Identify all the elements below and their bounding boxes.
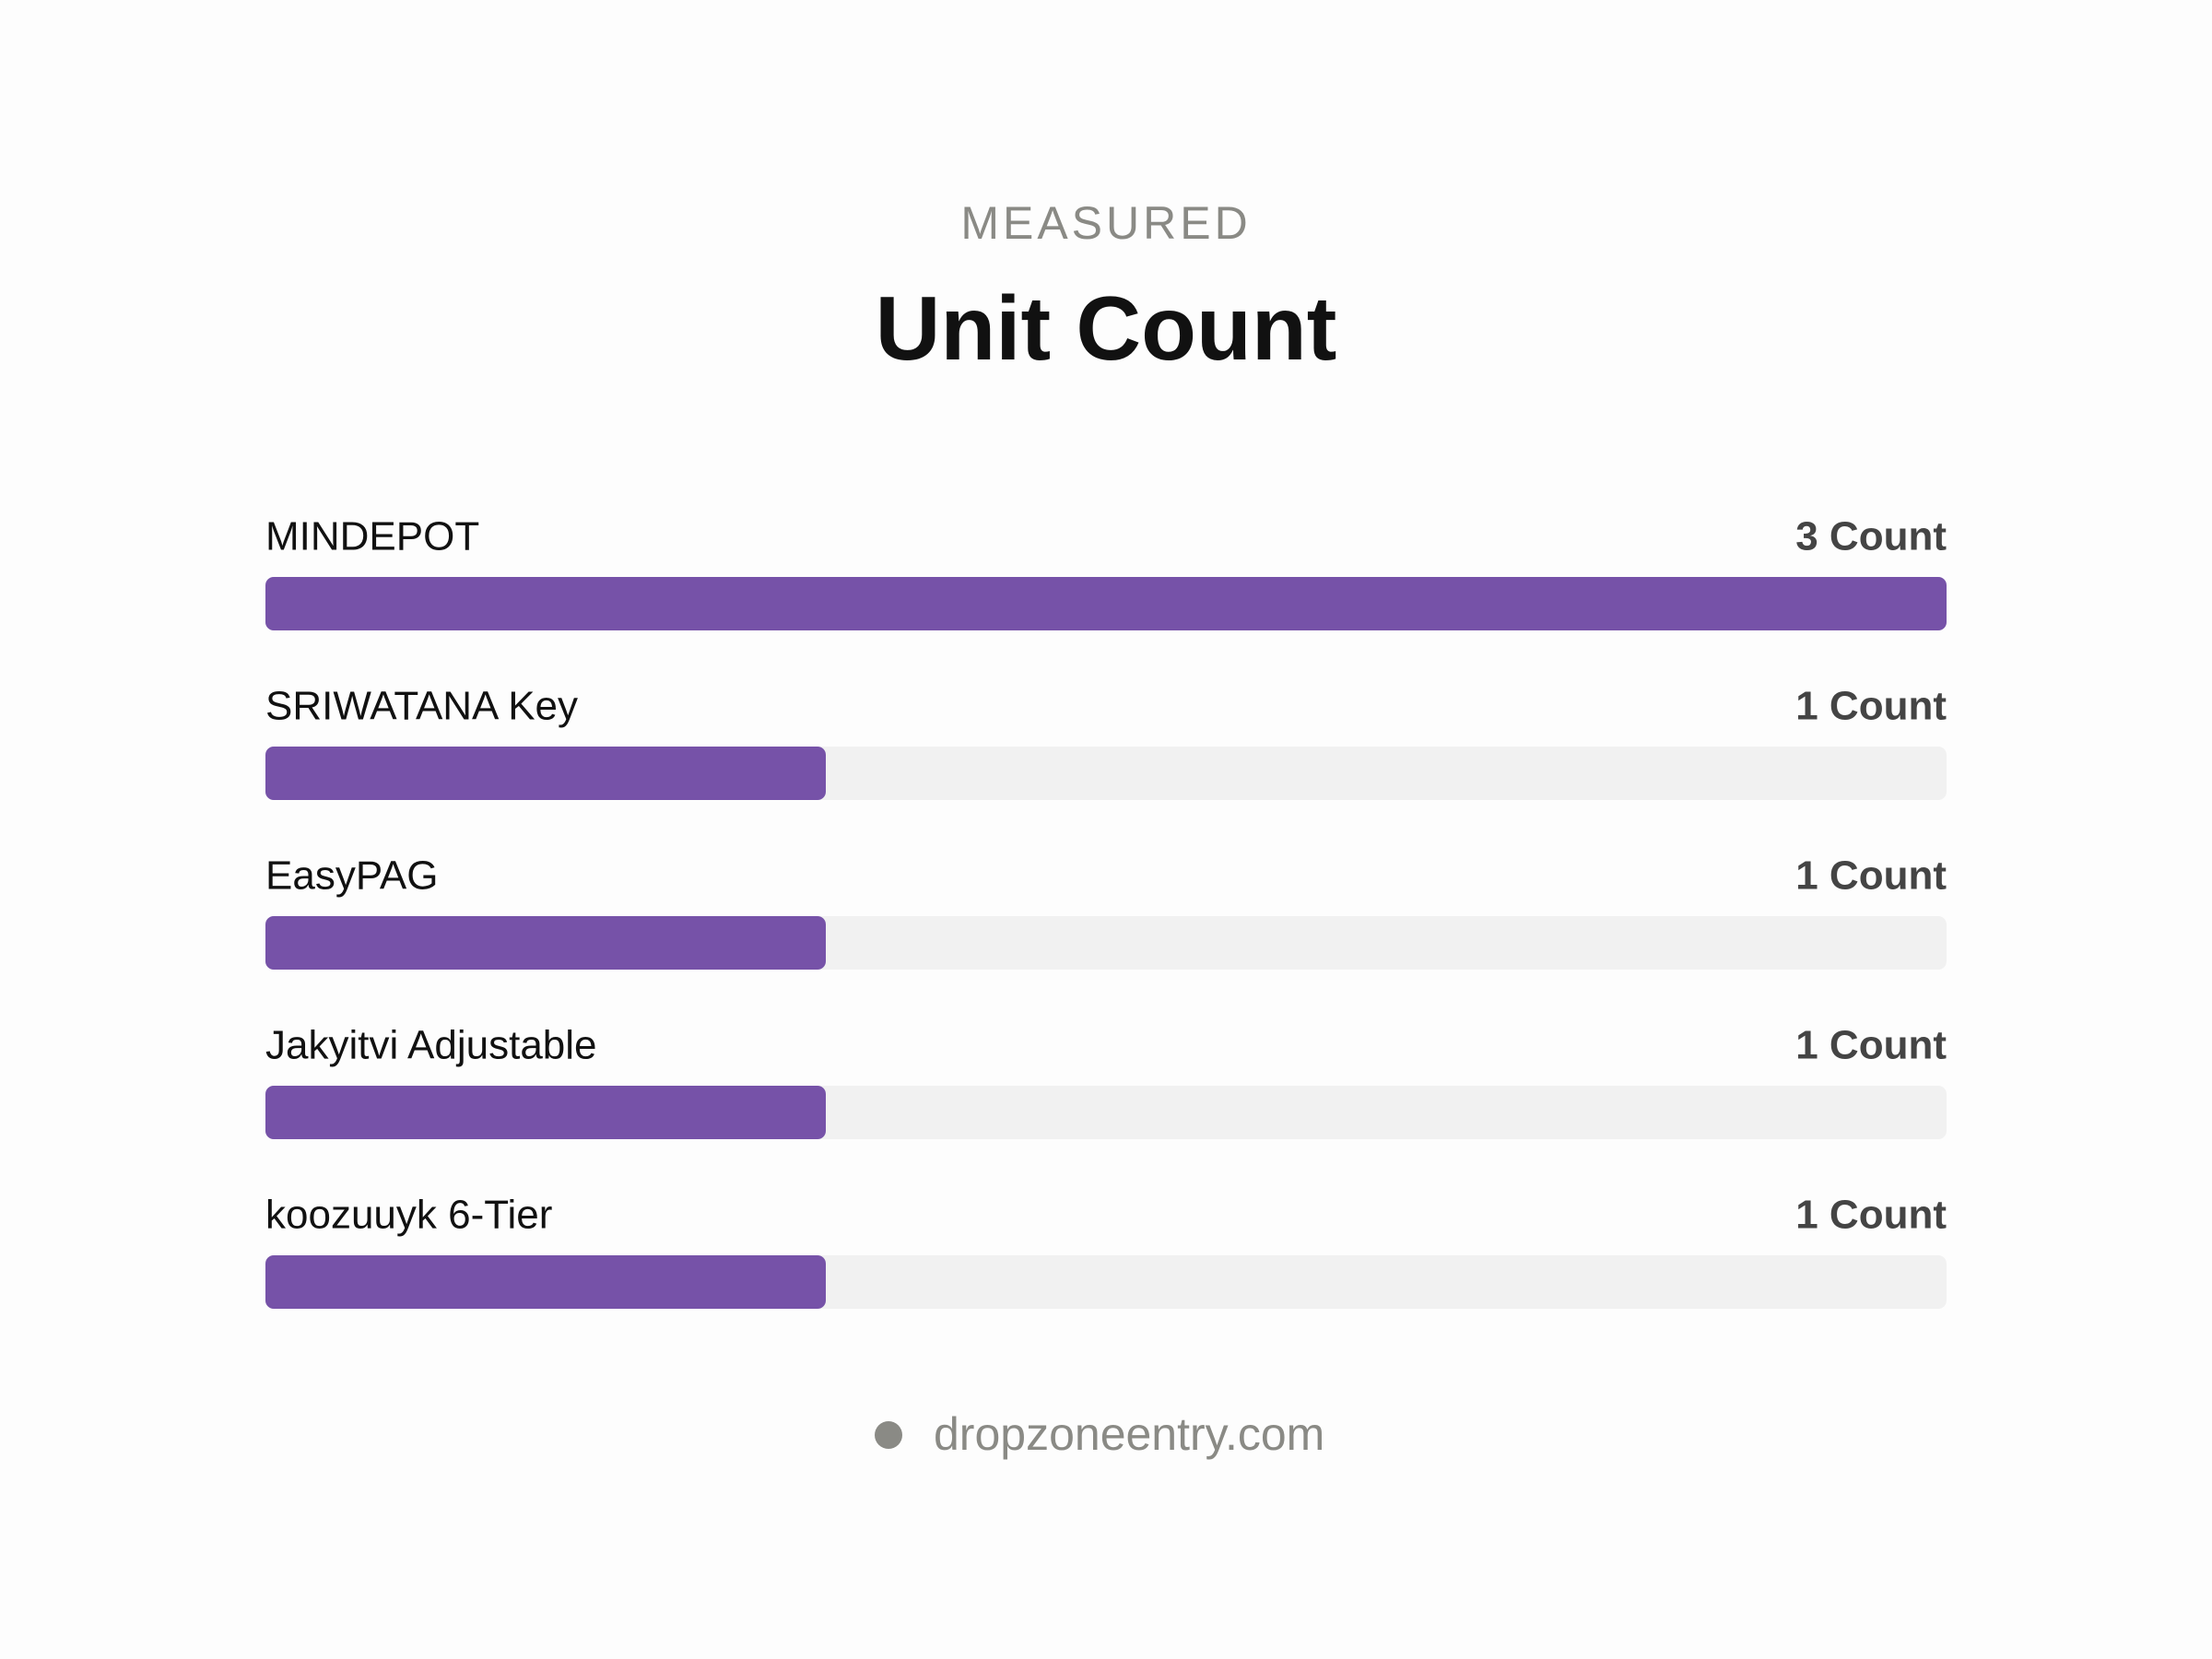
chart-subtitle: MEASURED	[960, 197, 1251, 249]
value-label: 1 Count	[1795, 853, 1947, 899]
bar-label: EasyPAG	[265, 853, 438, 899]
bar	[265, 1086, 826, 1139]
bar-label: SRIWATANA Key	[265, 684, 578, 729]
source: dropzoneentry.com	[934, 1408, 1324, 1460]
value-label: 1 Count	[1795, 684, 1947, 729]
value-label: 3 Count	[1795, 514, 1947, 559]
source-dot	[875, 1421, 902, 1449]
chart-title: Unit Count	[876, 277, 1337, 379]
value-label: 1 Count	[1795, 1023, 1947, 1068]
bar	[265, 1255, 826, 1309]
bar-label: koozuuyk 6-Tier	[265, 1193, 552, 1238]
bar	[265, 747, 826, 800]
bar	[265, 916, 826, 970]
bar-label: Jakyitvi Adjustable	[265, 1023, 597, 1068]
bar-label: MINDEPOT	[265, 514, 479, 559]
value-label: 1 Count	[1795, 1193, 1947, 1238]
bar	[265, 577, 1947, 630]
